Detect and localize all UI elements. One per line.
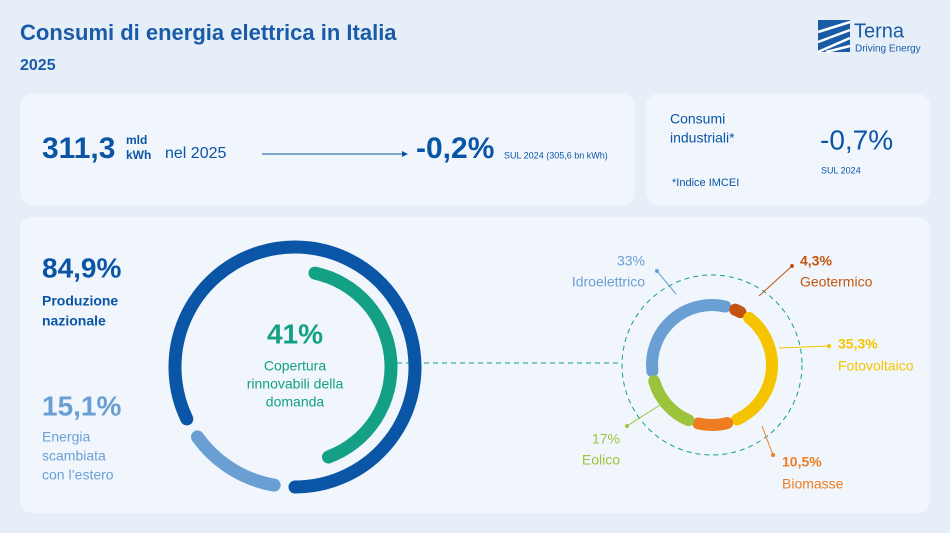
renewables-arc [308, 266, 398, 464]
share-text: con l’estero [42, 467, 114, 483]
comparison: SUL 2024 (305,6 bn kWh) [504, 150, 608, 160]
source-name: Fotovoltaico [838, 358, 914, 374]
logo-name: Terna [854, 20, 905, 42]
unit: mld [126, 133, 147, 147]
dashed-ring [621, 274, 803, 456]
change: -0,2% [416, 132, 494, 165]
comparison: SUL 2024 [821, 165, 861, 175]
industrial-title: industriali* [670, 130, 735, 146]
card [646, 94, 930, 205]
source-arc [729, 303, 747, 319]
industrial-title: Consumi [670, 111, 725, 127]
leader-dot [827, 344, 831, 348]
leader [626, 404, 661, 427]
logo-tagline: Driving Energy [855, 44, 921, 55]
source-name: Geotermico [800, 274, 873, 290]
renewables-text: domanda [266, 394, 325, 410]
renewables-text: rinnovabili della [247, 376, 344, 392]
leaders [625, 264, 831, 457]
source-arc [648, 375, 695, 427]
share-arc [168, 240, 422, 494]
renewables-label: 41% [267, 318, 323, 349]
source-arc [646, 299, 732, 378]
arrow-head [402, 151, 408, 157]
share-label: 15,1% [42, 390, 121, 421]
title: Consumi di energia elettrica in Italia [20, 20, 397, 45]
card [20, 217, 930, 513]
source-name: Eolico [582, 452, 620, 468]
logo-stripes [817, 20, 851, 54]
arcs [168, 240, 778, 494]
source-arc [692, 417, 734, 431]
leader [758, 265, 793, 297]
share-text: scambiata [42, 448, 106, 464]
leader [778, 345, 830, 349]
share-text: nazionale [42, 313, 106, 329]
year: 2025 [20, 57, 56, 74]
renewables-text: Copertura [264, 358, 326, 374]
note: *Indice IMCEI [672, 177, 739, 189]
share-label: 84,9% [42, 252, 121, 283]
share-text: Produzione [42, 293, 118, 309]
total: 311,3 [42, 132, 115, 165]
source-value: 35,3% [838, 336, 878, 352]
share-text: Energia [42, 429, 90, 445]
leader-dot [655, 269, 659, 273]
source-arc [731, 311, 778, 426]
source-value: 17% [592, 431, 620, 447]
source-name: Idroelettrico [572, 274, 645, 290]
logo: Terna Driving Energy [817, 20, 921, 55]
leader [761, 425, 774, 456]
leader-dot [771, 453, 775, 457]
unit: kWh [126, 148, 151, 162]
source-value: 10,5% [782, 454, 822, 470]
source-name: Biomasse [782, 476, 844, 492]
leader [656, 270, 677, 295]
share-arc [190, 430, 281, 492]
source-value: 33% [617, 253, 645, 269]
source-value: 4,3% [800, 253, 832, 269]
leader-dot [790, 264, 794, 268]
period: nel 2025 [165, 145, 226, 162]
change: -0,7% [820, 124, 893, 155]
card [20, 94, 635, 205]
leader-dot [625, 424, 629, 428]
